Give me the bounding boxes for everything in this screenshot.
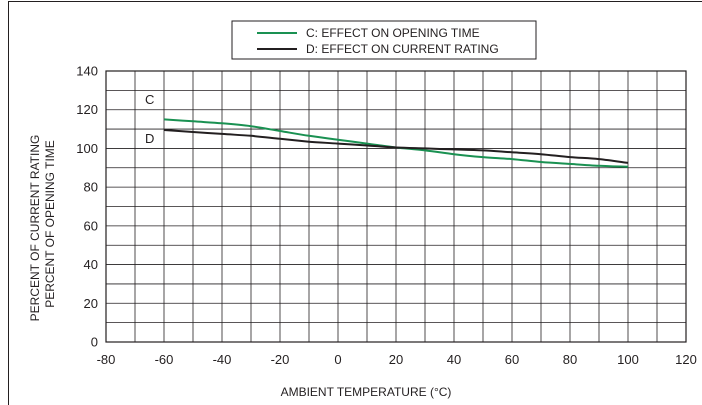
grid — [106, 71, 686, 342]
y-axis-title-line-2: PERCENT OF OPENING TIME — [43, 140, 57, 308]
y-tick-label: 20 — [84, 296, 98, 311]
y-tick-label: 140 — [76, 64, 98, 79]
y-axis-title-line-1: PERCENT OF CURRENT RATING — [28, 135, 42, 322]
figure-border — [8, 1, 702, 405]
x-axis-title: AMBIENT TEMPERATURE (°C) — [281, 385, 452, 399]
legend-box — [231, 20, 537, 60]
x-tick-label: 60 — [505, 352, 519, 367]
x-tick-label: 20 — [389, 352, 403, 367]
y-tick-label: 120 — [76, 102, 98, 117]
plot-frame — [105, 70, 687, 343]
legend: C: EFFECT ON OPENING TIME D: EFFECT ON C… — [231, 20, 537, 60]
x-tick-label: -20 — [271, 352, 290, 367]
y-tick-label: 40 — [84, 257, 98, 272]
x-tick-label: -40 — [213, 352, 232, 367]
x-tick-label: -80 — [97, 352, 116, 367]
x-tick-label: 120 — [675, 352, 697, 367]
x-tick-label: 0 — [334, 352, 341, 367]
legend-label-d: D: EFFECT ON CURRENT RATING — [306, 42, 499, 56]
y-tick-labels: 0 20 40 60 80 100 120 140 — [76, 64, 98, 350]
series-layer — [163, 118, 629, 168]
x-tick-label: 100 — [617, 352, 639, 367]
x-tick-labels: -80 -60 -40 -20 0 20 40 60 80 100 120 — [97, 352, 697, 367]
x-tick-label: -60 — [155, 352, 174, 367]
y-tick-label: 80 — [84, 180, 98, 195]
x-tick-label: 80 — [563, 352, 577, 367]
y-tick-label: 0 — [91, 335, 98, 350]
series-line-d-current-rating — [163, 129, 629, 164]
series-tag-d: D — [145, 131, 154, 146]
y-tick-label: 100 — [76, 141, 98, 156]
y-tick-label: 60 — [84, 218, 98, 233]
x-tick-label: 40 — [447, 352, 461, 367]
legend-label-c: C: EFFECT ON OPENING TIME — [306, 26, 480, 40]
series-tag-c: C — [145, 92, 154, 107]
